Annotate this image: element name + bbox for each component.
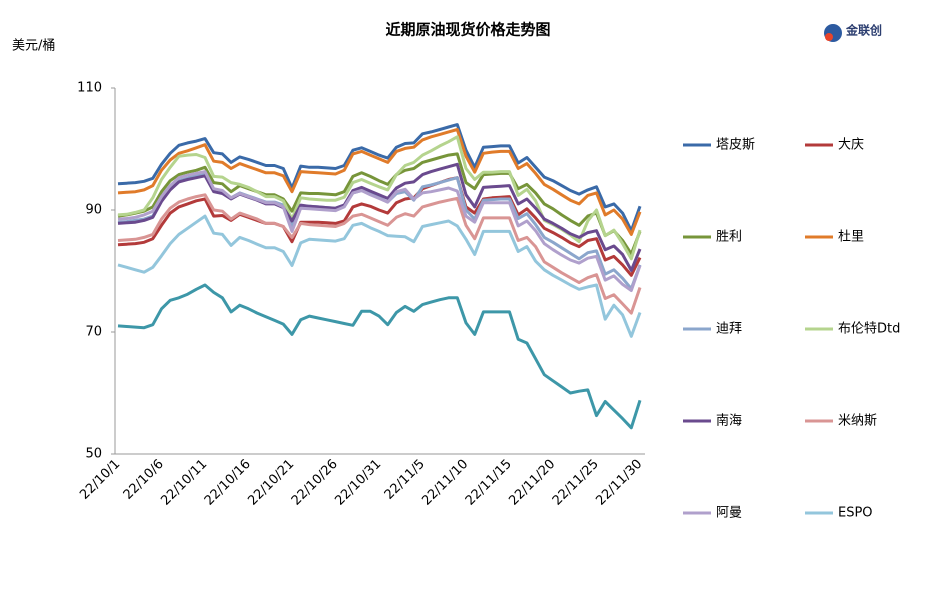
series-line bbox=[117, 176, 642, 277]
x-tick-label: 22/10/26 bbox=[289, 457, 341, 509]
x-tick-label: 22/10/11 bbox=[158, 457, 210, 509]
x-tick-label: 22/10/21 bbox=[245, 457, 297, 509]
legend-label: 胜利 bbox=[716, 230, 742, 245]
legend-label: 杜里 bbox=[838, 230, 864, 245]
legend-label: 迪拜 bbox=[716, 322, 742, 337]
series-line bbox=[117, 162, 642, 272]
y-tick-label: 90 bbox=[85, 203, 102, 218]
legend-label: 南海 bbox=[716, 413, 742, 429]
x-tick-label: 22/10/1 bbox=[77, 457, 123, 503]
logo: 金联创 bbox=[824, 23, 882, 42]
legend-label: 米纳斯 bbox=[838, 414, 877, 429]
legend-label: ESPO bbox=[838, 506, 873, 521]
logo-text: 金联创 bbox=[845, 23, 882, 38]
y-tick-label: 70 bbox=[85, 325, 102, 340]
series-line bbox=[117, 152, 642, 256]
legend-label: 阿曼 bbox=[716, 506, 742, 521]
y-tick-label: 110 bbox=[77, 81, 102, 96]
series-line bbox=[117, 170, 642, 292]
x-tick-label: 22/10/31 bbox=[332, 457, 384, 509]
x-tick-label: 22/11/30 bbox=[593, 457, 645, 509]
series-line bbox=[117, 193, 642, 315]
chart-title: 近期原油现货价格走势图 bbox=[385, 21, 550, 39]
series-line bbox=[117, 214, 642, 338]
logo-icon bbox=[825, 33, 833, 41]
x-tick-label: 22/11/15 bbox=[463, 457, 515, 509]
legend-label: 大庆 bbox=[838, 138, 864, 153]
x-tick-label: 22/11/25 bbox=[550, 457, 602, 509]
x-tick-label: 22/11/20 bbox=[506, 457, 558, 509]
x-tick-label: 22/10/16 bbox=[202, 457, 254, 509]
y-axis-unit: 美元/桶 bbox=[12, 39, 55, 54]
series-line bbox=[117, 128, 642, 236]
legend-label: 布伦特Dtd bbox=[838, 322, 900, 337]
x-tick-label: 22/11/10 bbox=[419, 457, 471, 509]
y-tick-label: 50 bbox=[85, 447, 102, 462]
series-line bbox=[117, 123, 642, 233]
legend-label: 塔皮斯 bbox=[716, 138, 755, 153]
series-line bbox=[117, 283, 642, 430]
